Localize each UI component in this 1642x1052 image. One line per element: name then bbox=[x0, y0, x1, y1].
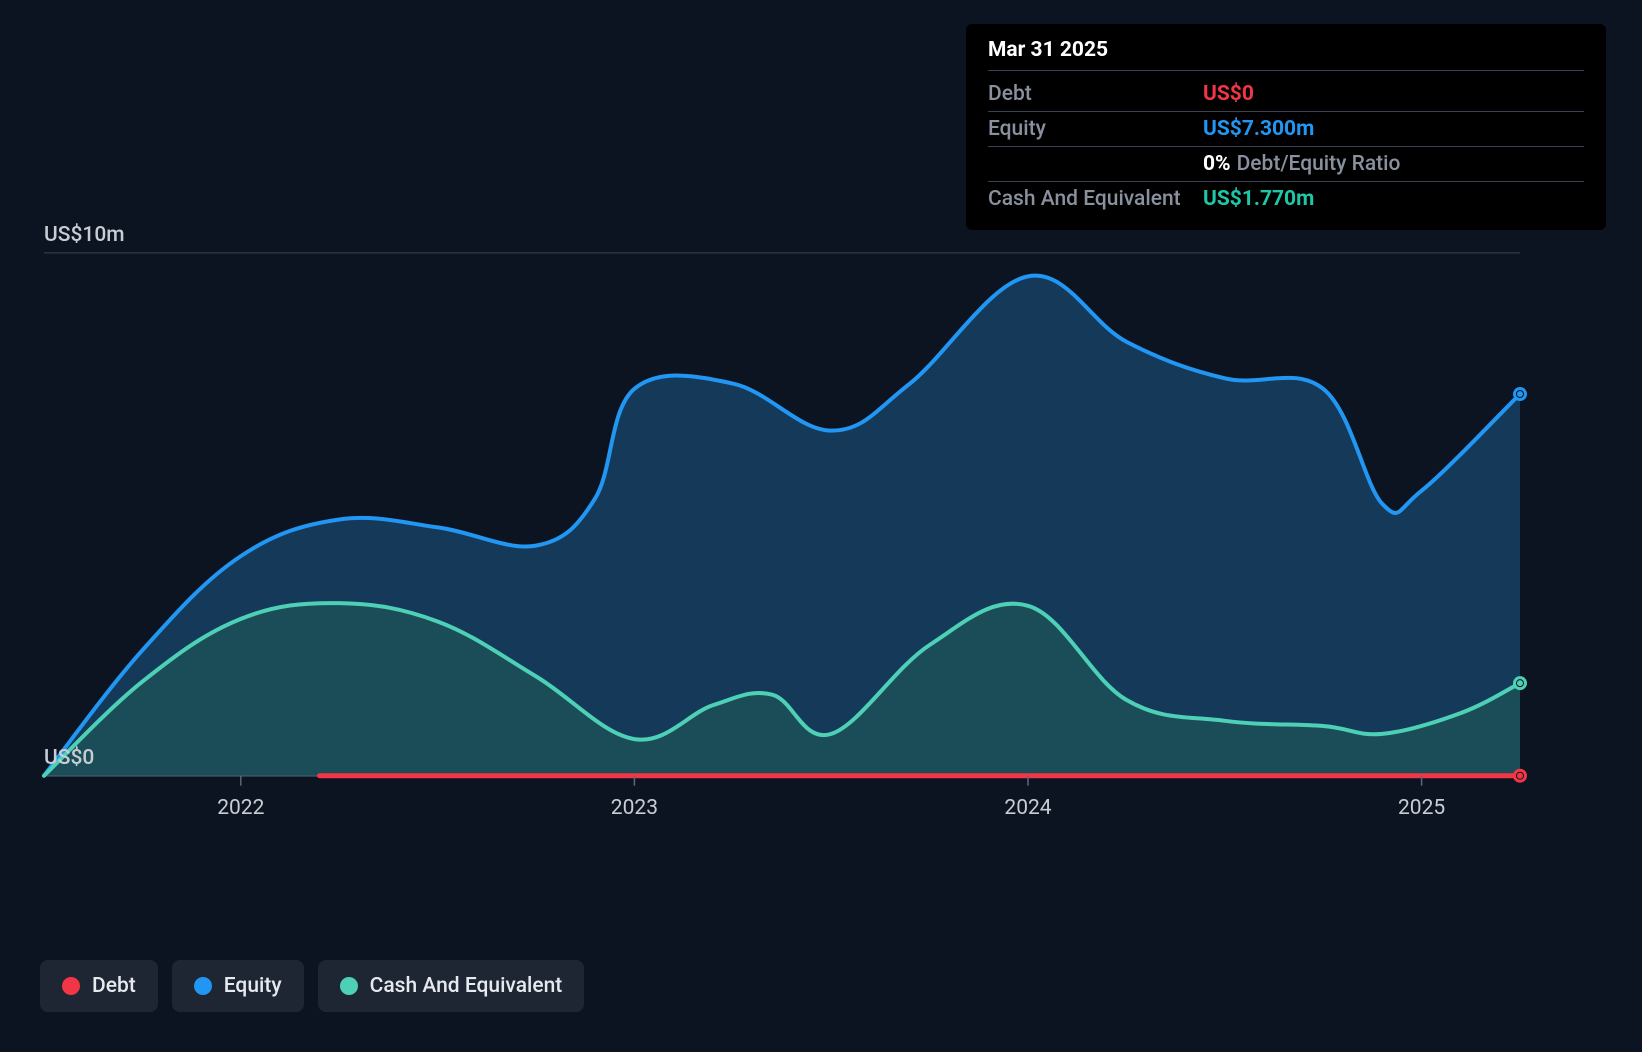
x-tick-label: 2022 bbox=[217, 796, 264, 820]
tooltip-suffix: Debt/Equity Ratio bbox=[1237, 152, 1401, 176]
legend-dot-icon bbox=[194, 977, 212, 995]
tooltip-key: Debt bbox=[988, 82, 1203, 106]
legend-label: Cash And Equivalent bbox=[370, 974, 563, 998]
tooltip-row: DebtUS$0 bbox=[988, 77, 1584, 112]
legend-label: Debt bbox=[92, 974, 136, 998]
chart-tooltip: Mar 31 2025 DebtUS$0EquityUS$7.300m0% De… bbox=[966, 24, 1606, 230]
y-tick-label: US$0 bbox=[44, 746, 94, 770]
x-tick-label: 2023 bbox=[611, 796, 658, 820]
legend-item-equity[interactable]: Equity bbox=[172, 960, 304, 1012]
tooltip-key: Cash And Equivalent bbox=[988, 187, 1203, 211]
legend-dot-icon bbox=[62, 977, 80, 995]
tooltip-row: Cash And EquivalentUS$1.770m bbox=[988, 182, 1584, 216]
tooltip-rows: DebtUS$0EquityUS$7.300m0% Debt/Equity Ra… bbox=[988, 77, 1584, 216]
x-tick-label: 2025 bbox=[1398, 796, 1445, 820]
tooltip-key bbox=[988, 152, 1203, 176]
financial-chart: US$0US$10m 2022202320242025 Mar 31 2025 … bbox=[0, 0, 1642, 1052]
chart-legend: Debt Equity Cash And Equivalent bbox=[40, 960, 584, 1012]
legend-dot-icon bbox=[340, 977, 358, 995]
tooltip-value: US$1.770m bbox=[1203, 187, 1314, 211]
tooltip-value: 0% bbox=[1203, 152, 1231, 176]
tooltip-row: EquityUS$7.300m bbox=[988, 112, 1584, 147]
tooltip-value: US$7.300m bbox=[1203, 117, 1314, 141]
x-tick-label: 2024 bbox=[1004, 796, 1051, 820]
tooltip-date: Mar 31 2025 bbox=[988, 38, 1584, 71]
legend-item-debt[interactable]: Debt bbox=[40, 960, 158, 1012]
tooltip-key: Equity bbox=[988, 117, 1203, 141]
y-tick-label: US$10m bbox=[44, 223, 125, 247]
tooltip-value: US$0 bbox=[1203, 82, 1254, 106]
tooltip-row: 0% Debt/Equity Ratio bbox=[988, 147, 1584, 182]
legend-item-cash[interactable]: Cash And Equivalent bbox=[318, 960, 585, 1012]
legend-label: Equity bbox=[224, 974, 282, 998]
